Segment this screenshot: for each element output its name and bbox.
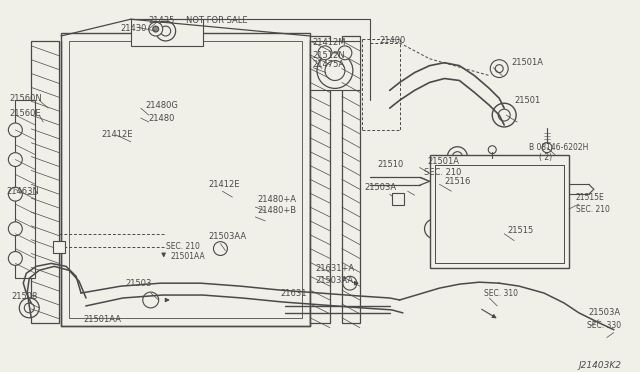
- Bar: [53, 241, 65, 253]
- Text: 21400: 21400: [380, 36, 406, 45]
- Text: 21480G: 21480G: [146, 101, 179, 110]
- Text: 21631: 21631: [280, 289, 307, 298]
- Text: NOT FOR SALE: NOT FOR SALE: [186, 16, 247, 25]
- Text: 21515: 21515: [507, 226, 533, 235]
- Circle shape: [343, 276, 357, 290]
- Circle shape: [24, 303, 35, 313]
- Circle shape: [318, 46, 332, 60]
- Text: SEC. 210: SEC. 210: [424, 168, 461, 177]
- Bar: [61, 33, 310, 326]
- Bar: [429, 155, 569, 268]
- Text: 21501AA: 21501AA: [171, 252, 205, 261]
- Text: 21412M: 21412M: [312, 38, 346, 47]
- Circle shape: [338, 46, 352, 60]
- Text: 21475A: 21475A: [312, 60, 344, 69]
- Bar: [131, 19, 202, 46]
- Circle shape: [317, 53, 353, 89]
- Text: SEC. 210: SEC. 210: [166, 242, 200, 251]
- Circle shape: [498, 109, 510, 121]
- Circle shape: [490, 60, 508, 77]
- Text: 21503: 21503: [126, 279, 152, 288]
- Circle shape: [488, 146, 496, 154]
- Circle shape: [447, 147, 467, 167]
- Bar: [31, 41, 59, 323]
- Circle shape: [542, 143, 552, 153]
- Bar: [342, 36, 360, 323]
- Text: 21503AA: 21503AA: [315, 276, 353, 285]
- Text: 21480+A: 21480+A: [257, 195, 296, 203]
- Text: 21480+B: 21480+B: [257, 206, 296, 215]
- Text: 21631+A: 21631+A: [315, 264, 354, 273]
- Text: 21430: 21430: [121, 23, 147, 33]
- Text: 21435: 21435: [148, 16, 175, 25]
- Text: 21510: 21510: [378, 160, 404, 169]
- Text: 21560N: 21560N: [10, 94, 42, 103]
- Circle shape: [325, 61, 345, 80]
- Circle shape: [424, 219, 444, 239]
- Circle shape: [143, 292, 159, 308]
- Circle shape: [8, 153, 22, 167]
- Text: 21501: 21501: [514, 96, 540, 105]
- Text: SEC. 330: SEC. 330: [587, 321, 621, 330]
- Circle shape: [8, 251, 22, 265]
- Circle shape: [161, 26, 171, 36]
- Text: 21503A: 21503A: [589, 308, 621, 317]
- Text: A: A: [56, 242, 62, 251]
- Text: 21501AA: 21501AA: [83, 315, 121, 324]
- Text: 21503AA: 21503AA: [209, 232, 246, 241]
- Circle shape: [492, 103, 516, 127]
- Text: 21463N: 21463N: [6, 187, 39, 196]
- Bar: [310, 36, 330, 323]
- Text: 21412E: 21412E: [101, 130, 132, 140]
- Text: J21403K2: J21403K2: [579, 361, 622, 370]
- Text: A: A: [395, 195, 400, 203]
- Circle shape: [19, 298, 39, 318]
- Circle shape: [495, 65, 503, 73]
- Text: 21501A: 21501A: [428, 157, 460, 166]
- Circle shape: [148, 22, 163, 36]
- Text: 21501A: 21501A: [511, 58, 543, 67]
- Circle shape: [8, 187, 22, 201]
- Text: ( 2): ( 2): [539, 153, 552, 162]
- Bar: [69, 41, 302, 318]
- Circle shape: [153, 26, 159, 32]
- Text: B 08146-6202H: B 08146-6202H: [529, 143, 588, 152]
- Circle shape: [214, 242, 227, 256]
- Text: SEC. 210: SEC. 210: [576, 205, 610, 214]
- Bar: [310, 41, 360, 90]
- Circle shape: [8, 123, 22, 137]
- Text: 21503A: 21503A: [365, 183, 397, 192]
- Text: 21480: 21480: [148, 113, 175, 122]
- Text: 21516: 21516: [444, 177, 471, 186]
- Text: SEC. 310: SEC. 310: [484, 289, 518, 298]
- Text: 21515E: 21515E: [576, 193, 605, 202]
- Circle shape: [452, 152, 462, 161]
- Bar: [392, 193, 404, 205]
- Text: 21560E: 21560E: [10, 109, 41, 118]
- Text: 21512N: 21512N: [312, 51, 345, 60]
- Text: 21508: 21508: [12, 292, 38, 301]
- Circle shape: [8, 222, 22, 236]
- Text: 21412E: 21412E: [209, 180, 240, 189]
- Circle shape: [156, 21, 175, 41]
- Bar: [15, 100, 35, 278]
